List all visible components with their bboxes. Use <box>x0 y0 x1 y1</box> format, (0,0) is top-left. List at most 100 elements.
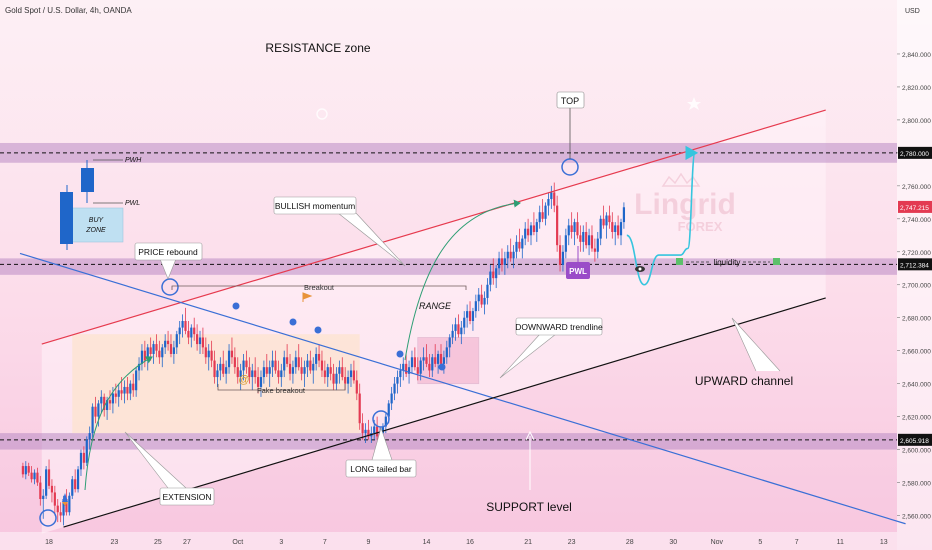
candle <box>286 344 289 368</box>
candle-body <box>384 416 387 427</box>
candle-body <box>387 403 390 417</box>
candle <box>352 360 355 384</box>
candle <box>323 360 326 384</box>
candle <box>492 258 495 285</box>
pwl-badge <box>566 262 590 279</box>
candle <box>547 192 550 216</box>
candle <box>277 360 280 384</box>
candle <box>187 321 190 345</box>
candle-body <box>97 403 100 417</box>
downward-label-box <box>515 317 603 336</box>
candle-body <box>65 499 68 513</box>
breakout-bracket <box>171 285 467 290</box>
candle-body <box>329 367 332 374</box>
candle <box>288 353 292 381</box>
candle-body <box>85 439 88 463</box>
candle <box>463 311 466 335</box>
label-pwl: PWL <box>569 267 587 276</box>
price-axis[interactable]: 2,560.000 2,580.000 2,600.000 2,620.000 2,64… <box>897 52 932 521</box>
candle-body <box>460 327 463 335</box>
candle-body <box>323 370 326 378</box>
candle <box>445 340 448 364</box>
candle <box>271 350 274 378</box>
candle-body <box>172 347 175 354</box>
candle <box>416 357 419 381</box>
candle-body <box>582 231 585 242</box>
candle-body <box>137 363 141 371</box>
candle <box>518 228 521 252</box>
pivot-circle-rebound <box>161 278 179 296</box>
candle-body <box>262 367 265 378</box>
bullish-pointer <box>337 212 406 267</box>
candle-body <box>454 324 457 331</box>
candle-body <box>309 360 312 371</box>
candle-body <box>587 235 591 246</box>
candle-body <box>608 215 611 223</box>
candle <box>509 238 512 262</box>
candle-body <box>338 367 341 374</box>
candle <box>489 264 492 292</box>
candle-body <box>506 251 509 259</box>
candle <box>434 344 437 368</box>
candle-body <box>39 482 42 500</box>
label-upward-channel: UPWARD channel <box>695 374 793 388</box>
candle <box>184 307 187 335</box>
candle <box>21 462 25 478</box>
candle <box>535 218 538 242</box>
time-axis[interactable]: 18 23 25 27 Oct 3 7 9 14 16 21 23 28 30 Nov 5 7 11 13 <box>45 539 888 546</box>
candle-body <box>201 337 205 348</box>
candle-body <box>126 386 129 394</box>
x-tick-label: Nov <box>711 539 724 546</box>
candle-body <box>114 393 117 397</box>
candle <box>480 284 483 308</box>
candle-body <box>326 367 329 378</box>
level-price-tag <box>898 258 932 271</box>
label-bullish-momentum: BULLISH momentum <box>275 201 355 211</box>
check-icon-right <box>773 258 780 265</box>
candle <box>503 251 506 275</box>
candle <box>117 383 120 407</box>
candle-body <box>143 350 146 361</box>
candle <box>56 499 59 523</box>
candle-body <box>399 370 402 378</box>
candle <box>399 363 402 387</box>
candle <box>419 357 422 381</box>
candle-body <box>239 370 242 378</box>
candle <box>477 288 480 312</box>
candle <box>495 264 498 289</box>
candle <box>129 380 132 401</box>
y-tick-label: 2,660.000 <box>902 349 931 356</box>
candle-body <box>596 238 599 252</box>
candle-body <box>361 423 364 434</box>
candle-body <box>187 330 190 338</box>
x-tick-label: 7 <box>795 539 799 546</box>
candle <box>436 350 440 374</box>
lingrid-watermark: Lingrid FOREX <box>634 172 736 234</box>
candle-body <box>422 357 425 361</box>
candle-body <box>538 212 541 223</box>
candle <box>405 353 408 378</box>
candle-body <box>158 350 161 358</box>
trendline-touch-dot <box>396 350 404 358</box>
candle-body <box>332 373 335 384</box>
candle <box>570 212 573 239</box>
candle <box>36 467 39 486</box>
candle <box>230 337 234 364</box>
candle <box>161 344 164 368</box>
top-label-box <box>556 91 585 109</box>
candle-body <box>431 357 434 371</box>
annotations: Breakout Fake breakout @ RESISTANCE zone… <box>39 41 793 527</box>
candle <box>196 324 199 351</box>
candle-body <box>106 400 109 411</box>
candle-body <box>193 327 196 335</box>
candle-body <box>593 248 596 252</box>
candle-body <box>451 330 454 338</box>
candle <box>71 475 74 500</box>
candle-body <box>500 258 504 265</box>
candle <box>622 202 626 229</box>
candle-body <box>434 357 437 364</box>
candle-body <box>245 360 248 368</box>
candle <box>611 212 614 239</box>
